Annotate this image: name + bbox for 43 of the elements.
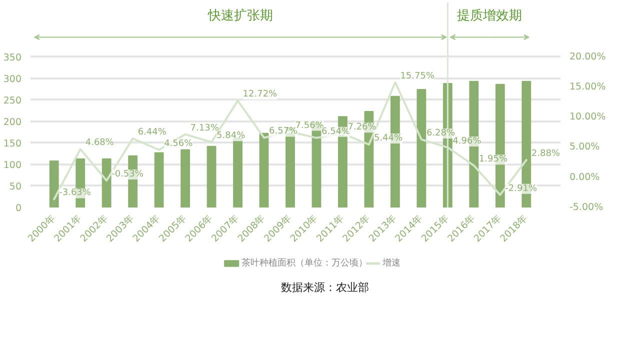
bar <box>416 88 426 208</box>
data-label: 5.84% <box>216 131 246 142</box>
y2-tick-label: -5.00% <box>570 202 604 213</box>
text: 提质增效期 <box>457 8 522 24</box>
y-tick-label: 300 <box>3 74 22 85</box>
bar <box>206 146 216 208</box>
source-note: 数据来源：农业部 <box>281 280 369 296</box>
y-tick-label: 200 <box>3 116 22 128</box>
data-label: 5.44% <box>374 134 404 144</box>
bar <box>259 132 269 208</box>
bar <box>102 158 112 208</box>
data-label: 6.57% <box>269 126 298 137</box>
bar <box>49 160 59 208</box>
y2-tick-label: 10.00% <box>570 112 606 123</box>
data-label: 6.28% <box>426 128 456 138</box>
data-label: -2.91% <box>505 184 538 194</box>
bar <box>180 149 190 208</box>
y-tick-label: 50 <box>9 181 22 192</box>
data-label: 2.88% <box>531 148 560 159</box>
y-tick-label: 250 <box>3 95 22 106</box>
legend-label: 增速 <box>382 258 401 268</box>
data-label: 6.54% <box>321 126 351 137</box>
bar <box>154 152 164 208</box>
y2-tick-label: 20.00% <box>570 51 606 62</box>
y-tick-label: 100 <box>3 160 22 171</box>
y-tick-label: 0 <box>15 203 22 214</box>
data-label: -0.53% <box>112 170 144 180</box>
data-label: 12.72% <box>242 90 278 100</box>
data-label: 6.44% <box>138 128 167 138</box>
data-label: 4.96% <box>452 136 482 146</box>
data-label: 7.26% <box>348 122 377 133</box>
y2-tick-label: 15.00% <box>570 81 606 92</box>
y2-tick-label: 5.00% <box>570 142 600 153</box>
data-label: 4.56% <box>164 138 194 149</box>
y-tick-label: 350 <box>3 52 22 64</box>
data-label: 4.68% <box>85 138 114 148</box>
y2-tick-label: 0.00% <box>570 172 600 183</box>
legend-label: 茶叶种植面积（单位：万公顷） <box>241 258 368 268</box>
data-label: -3.63% <box>59 188 92 198</box>
data-label: 15.75% <box>400 71 435 82</box>
text: 快速扩张期 <box>206 8 273 24</box>
y-tick-label: 150 <box>3 138 22 150</box>
data-label: 1.95% <box>478 154 508 165</box>
